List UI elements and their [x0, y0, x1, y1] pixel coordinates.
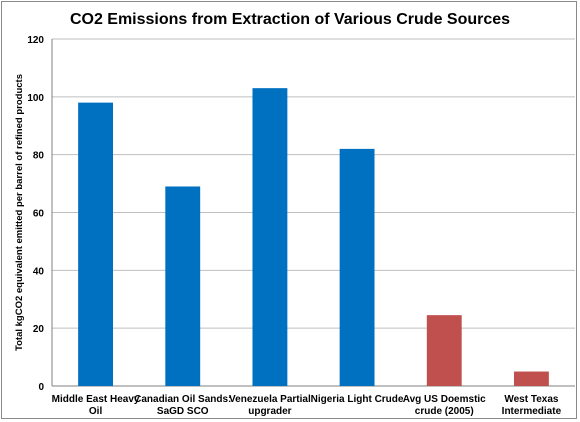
- y-tick-label: 80: [33, 151, 45, 162]
- y-tick-label: 60: [33, 209, 45, 220]
- bar: [513, 371, 549, 386]
- bar: [426, 315, 462, 386]
- y-tick-label: 100: [27, 93, 44, 104]
- y-tick-label: 120: [27, 35, 44, 46]
- bar: [165, 186, 201, 386]
- x-tick-label: Canadian Oil Sands: SaGD SCO: [134, 394, 231, 417]
- chart-title: CO2 Emissions from Extraction of Various…: [70, 11, 510, 28]
- x-tick-label: Middle East Heavy Oil: [52, 394, 140, 417]
- bar: [78, 102, 114, 386]
- bars: [78, 88, 549, 387]
- gridlines: [52, 38, 575, 329]
- x-tick-label: West Texas Intermediate: [502, 394, 562, 417]
- y-tick-label: 0: [38, 382, 44, 393]
- y-tick-label: 20: [33, 324, 45, 335]
- y-tick-label: 40: [33, 266, 45, 277]
- bar: [252, 88, 288, 387]
- axes: 0 20 40 60 80 100 120: [27, 35, 575, 393]
- x-tick-label: Nigeria Light Crude: [311, 394, 404, 405]
- x-tick-label: Avg US Doemstic crude (2005): [403, 394, 486, 417]
- y-axis-label: Total kgCO2 equivalent emitted per barre…: [14, 74, 25, 351]
- bar: [339, 148, 375, 386]
- x-tick-label: Venezuela Partial upgrader: [229, 394, 311, 417]
